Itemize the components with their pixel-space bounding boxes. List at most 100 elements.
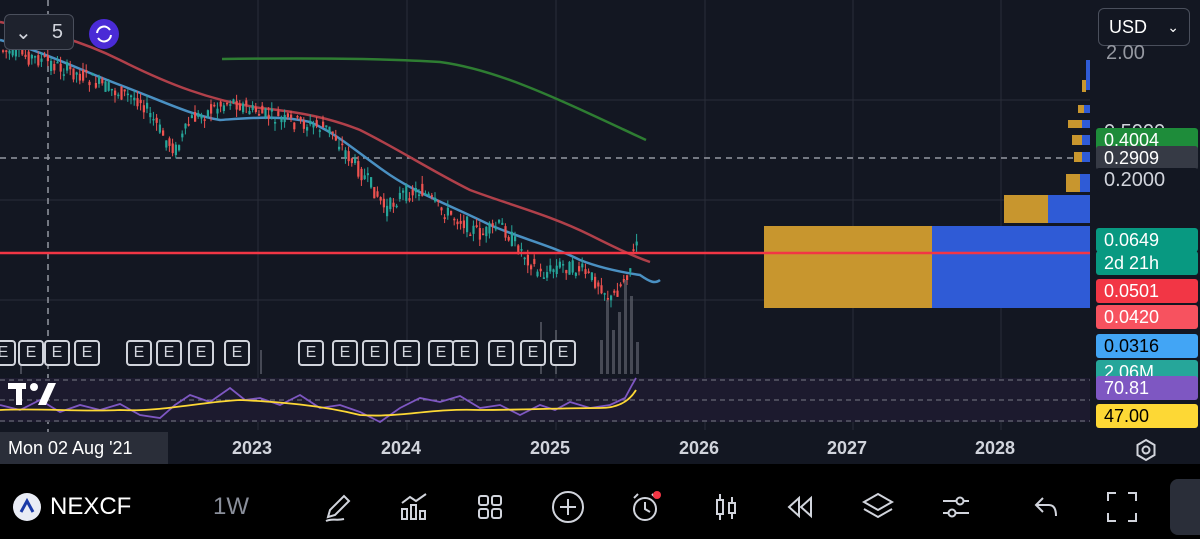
earnings-marker[interactable]: E [0, 340, 16, 366]
candle-body [629, 268, 632, 272]
replay-icon [787, 495, 812, 518]
undo-button[interactable] [1026, 474, 1066, 539]
candle-body [139, 99, 142, 104]
candle-body [184, 123, 187, 129]
price-label: 0.2909 [1096, 146, 1198, 170]
indicators-button[interactable] [394, 474, 434, 539]
year-label: 2024 [381, 438, 422, 458]
candle-body [334, 136, 337, 141]
draw-icon [325, 494, 351, 522]
candle-body [520, 249, 523, 251]
rsi-ma-value-tag: 47.00 [1096, 404, 1198, 428]
candle-body [200, 114, 203, 119]
earnings-marker[interactable]: E [224, 340, 250, 366]
earnings-marker[interactable]: E [188, 340, 214, 366]
candle-body [258, 114, 261, 116]
candle-body [386, 205, 389, 217]
candle-body [578, 266, 581, 272]
candle-body [446, 207, 449, 216]
candle-body [427, 193, 430, 196]
candle-body [104, 81, 107, 92]
candle-body [190, 115, 193, 119]
fullscreen-button[interactable] [1102, 474, 1142, 539]
candle-body [107, 82, 110, 91]
candle-body [66, 62, 69, 71]
candlesticks [2, 39, 638, 308]
earnings-marker[interactable]: E [332, 340, 358, 366]
chart-canvas[interactable] [0, 0, 1200, 464]
candle-body [341, 143, 344, 146]
symbol-button[interactable]: NEXCF [12, 474, 131, 539]
candle-body [402, 190, 405, 193]
candle-body [574, 272, 577, 276]
candle-body [242, 103, 245, 113]
candle-body [75, 72, 78, 75]
candle-body [440, 207, 443, 211]
candle-body [488, 222, 491, 234]
candle-body [245, 100, 248, 106]
earnings-marker[interactable]: E [428, 340, 454, 366]
chart-settings-gear-icon[interactable] [1134, 438, 1158, 462]
candle-body [142, 105, 145, 113]
earnings-marker[interactable]: E [520, 340, 546, 366]
layers-button[interactable] [858, 474, 898, 539]
candle-body [501, 222, 504, 225]
candle-body [178, 145, 181, 151]
refresh-icon[interactable] [88, 18, 120, 50]
candle-body [37, 55, 40, 66]
candle-body [254, 107, 257, 112]
chart-type-button[interactable] [706, 474, 746, 539]
earnings-marker[interactable]: E [550, 340, 576, 366]
candle-body [101, 78, 104, 84]
layout-button[interactable] [470, 474, 510, 539]
candle-body [168, 138, 171, 146]
candle-body [459, 221, 462, 224]
candle-body [261, 105, 264, 114]
layers-icon [861, 492, 895, 518]
earnings-marker[interactable]: E [394, 340, 420, 366]
earnings-marker[interactable]: E [156, 340, 182, 366]
candle-body [539, 268, 542, 272]
candle-body [213, 104, 216, 107]
fullscreen-icon [1107, 491, 1137, 522]
alert-button[interactable] [626, 474, 666, 539]
earnings-marker[interactable]: E [18, 340, 44, 366]
candle-body [597, 282, 600, 287]
candle-body [328, 126, 331, 134]
candle-body [2, 50, 5, 52]
more-panel-handle[interactable] [1170, 474, 1200, 539]
interval-label: 1W [213, 492, 249, 520]
candle-body [165, 140, 168, 148]
earnings-marker[interactable]: E [362, 340, 388, 366]
candle-body [603, 293, 606, 295]
add-button[interactable] [548, 474, 588, 539]
earnings-marker[interactable]: E [488, 340, 514, 366]
draw-button[interactable] [318, 474, 358, 539]
earnings-marker[interactable]: E [126, 340, 152, 366]
candle-body [405, 185, 408, 201]
year-label: 2025 [530, 438, 571, 458]
earnings-marker[interactable]: E [44, 340, 70, 366]
chart-area[interactable]: ⌄ 5 USD ⌄ 2.00 0.50000.40040.29090.20000… [0, 0, 1200, 464]
candle-body [40, 58, 43, 62]
currency-select[interactable]: USD ⌄ [1098, 8, 1190, 46]
earnings-marker[interactable]: E [74, 340, 100, 366]
add-icon [552, 490, 584, 523]
earnings-marker[interactable]: E [452, 340, 478, 366]
candle-body [344, 150, 347, 158]
candle-body [389, 198, 392, 210]
earnings-marker[interactable]: E [298, 340, 324, 366]
candle-body [197, 112, 200, 117]
candle-body [530, 265, 533, 270]
candle-body [24, 54, 27, 57]
replay-button[interactable] [780, 474, 820, 539]
candle-body [414, 188, 417, 193]
settings-button[interactable] [936, 474, 976, 539]
currency-label: USD [1109, 16, 1148, 37]
candle-body [322, 121, 325, 128]
indicators-collapse-button[interactable]: ⌄ 5 [4, 14, 74, 50]
candle-body [507, 237, 510, 241]
candle-body [136, 98, 139, 107]
interval-button[interactable]: 1W [210, 474, 252, 539]
price-label: 2d 21h [1096, 251, 1198, 275]
